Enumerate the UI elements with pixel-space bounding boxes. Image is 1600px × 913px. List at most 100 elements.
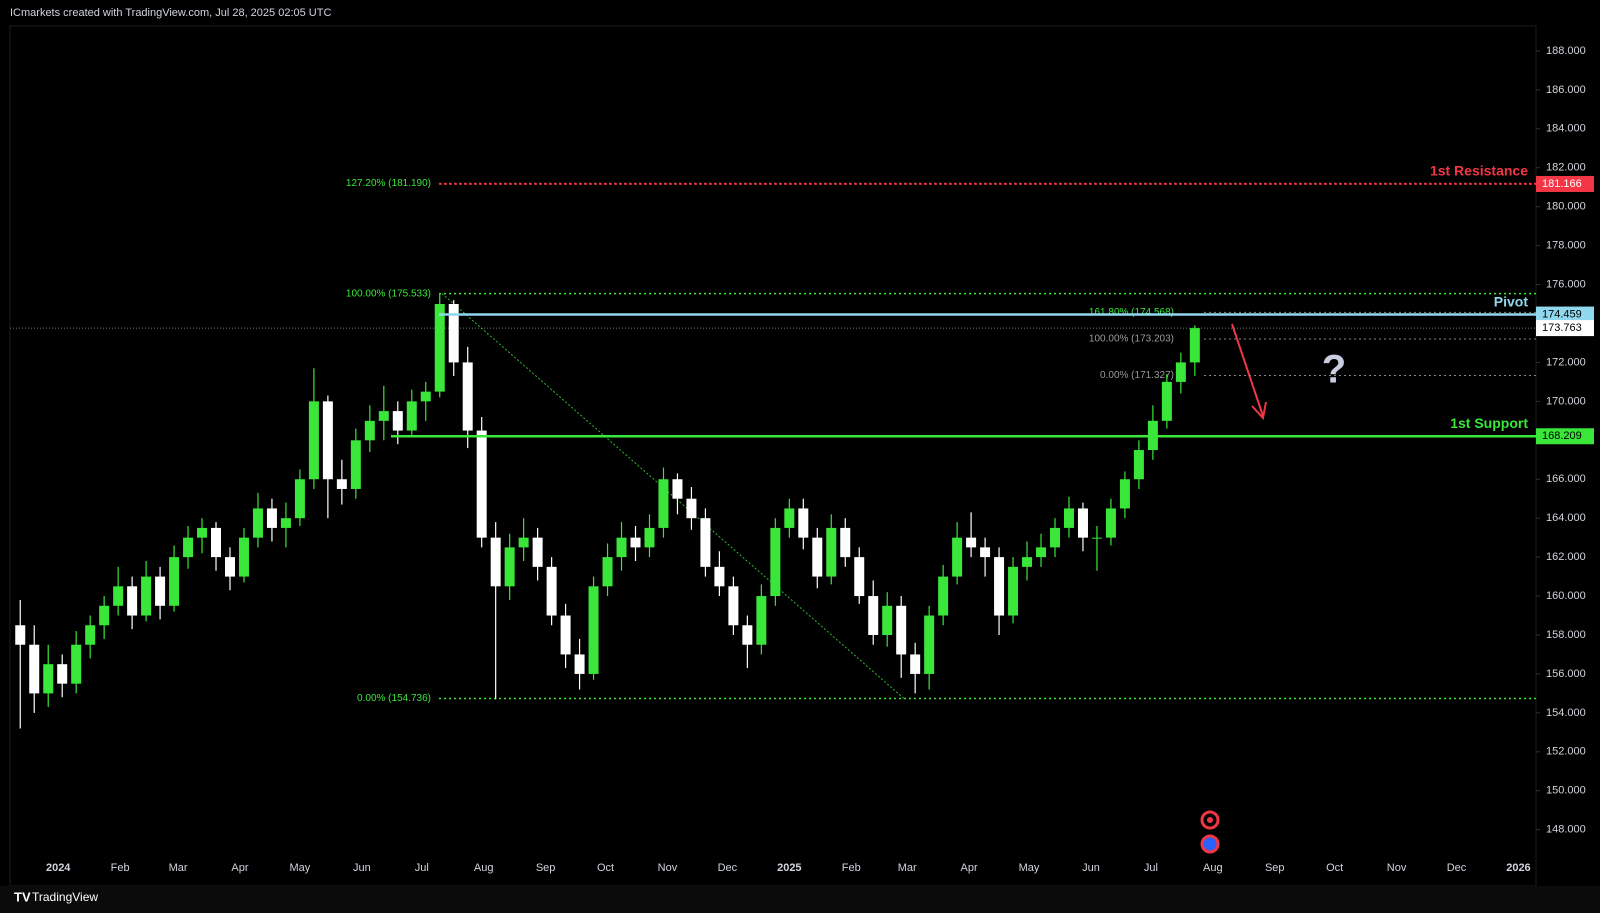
x-tick-label: Apr (231, 862, 248, 874)
y-tick-label: 152.000 (1546, 746, 1586, 758)
x-tick-label: Oct (1326, 862, 1343, 874)
x-tick-label: Mar (898, 862, 917, 874)
candle-body (99, 605, 110, 626)
candle-body (1050, 527, 1061, 548)
candle-body (574, 654, 585, 674)
candle-body (57, 664, 68, 684)
x-tick-label: Aug (474, 862, 494, 874)
candle-body (280, 518, 291, 528)
candle-body (1133, 450, 1144, 480)
x-tick-label: Sep (536, 862, 556, 874)
candle-body (826, 527, 837, 577)
y-tick-label: 180.000 (1546, 201, 1586, 213)
y-tick-label: 170.000 (1546, 395, 1586, 407)
y-tick-label: 148.000 (1546, 824, 1586, 836)
candle-body (714, 566, 725, 587)
y-tick-label: 150.000 (1546, 785, 1586, 797)
candle-body (546, 566, 557, 616)
candle-body (1119, 479, 1130, 509)
candle-body (224, 557, 235, 577)
y-tick-label: 178.000 (1546, 240, 1586, 252)
x-tick-label: May (1019, 862, 1040, 874)
level-price-box (1536, 428, 1594, 445)
candle-body (336, 479, 347, 489)
x-tick-label: Jul (1144, 862, 1158, 874)
candle-body (406, 401, 417, 431)
candle-body (728, 586, 739, 626)
y-tick-label: 182.000 (1546, 162, 1586, 174)
level-name: Pivot (1494, 293, 1529, 309)
header: ICmarkets created with TradingView.com, … (10, 7, 331, 19)
y-tick-label: 154.000 (1546, 707, 1586, 719)
x-tick-label: Apr (961, 862, 978, 874)
candle-body (630, 537, 641, 548)
candle-body (532, 537, 543, 567)
y-tick-label: 160.000 (1546, 590, 1586, 602)
y-tick-label: 162.000 (1546, 551, 1586, 563)
candle-body (602, 557, 613, 587)
event-icon[interactable] (1200, 810, 1220, 830)
candle-body (43, 664, 54, 694)
candle-body (71, 644, 82, 684)
level-name: 1st Support (1450, 415, 1528, 431)
y-tick-label: 186.000 (1546, 84, 1586, 96)
fib-label: 127.20% (181.190) (346, 178, 431, 189)
candle-body (980, 547, 991, 558)
candle-body (29, 644, 40, 694)
candle-body (896, 605, 907, 655)
event-icon[interactable] (1200, 834, 1220, 854)
candle-body (882, 605, 893, 635)
y-tick-label: 164.000 (1546, 512, 1586, 524)
candle-body (672, 479, 683, 499)
candle-body (700, 518, 711, 567)
fib-label: 100.00% (175.533) (346, 288, 431, 299)
candle-body (854, 557, 865, 597)
candle-body (840, 527, 851, 558)
candle-body (266, 508, 277, 528)
event-icon-dot (1207, 817, 1213, 823)
candle-body (812, 537, 823, 577)
candle-body (420, 391, 431, 402)
candle-body (448, 304, 459, 363)
candle-body (994, 557, 1005, 616)
x-tick-label: 2024 (46, 862, 71, 874)
candle-body (183, 537, 194, 558)
candle-body (518, 537, 529, 548)
fib-label: 0.00% (171.327) (1100, 370, 1174, 381)
level-price: 168.209 (1542, 430, 1582, 442)
candle-body (756, 596, 767, 645)
x-tick-label: Oct (597, 862, 614, 874)
last-price: 173.763 (1542, 322, 1582, 334)
x-tick-label: Jun (353, 862, 371, 874)
candle-body (952, 537, 963, 577)
level-name: 1st Resistance (1430, 163, 1528, 179)
candle-body (616, 537, 627, 558)
y-tick-label: 156.000 (1546, 668, 1586, 680)
candle-body (350, 440, 361, 489)
x-tick-label: Nov (658, 862, 678, 874)
candle-body (742, 625, 753, 645)
level-price-box (1536, 175, 1594, 192)
candle-body (322, 401, 333, 480)
candle-body (197, 527, 208, 538)
candle-body (308, 401, 319, 480)
y-tick-label: 184.000 (1546, 123, 1586, 135)
candle-body (686, 498, 697, 519)
last-price-box (1536, 320, 1594, 337)
candle-body (868, 596, 879, 635)
candle-body (924, 615, 935, 674)
y-tick-label: 188.000 (1546, 45, 1586, 57)
candle-body (1022, 557, 1033, 567)
candle-body (798, 508, 809, 538)
candle-body (155, 576, 166, 606)
candle-body (252, 508, 263, 538)
plot-frame (9, 25, 1537, 887)
candle-body (560, 615, 571, 655)
candle-body (1161, 381, 1172, 421)
candle-body (392, 411, 403, 431)
candle-body (169, 557, 180, 606)
candle-body (434, 304, 445, 392)
candle-body (113, 586, 124, 606)
